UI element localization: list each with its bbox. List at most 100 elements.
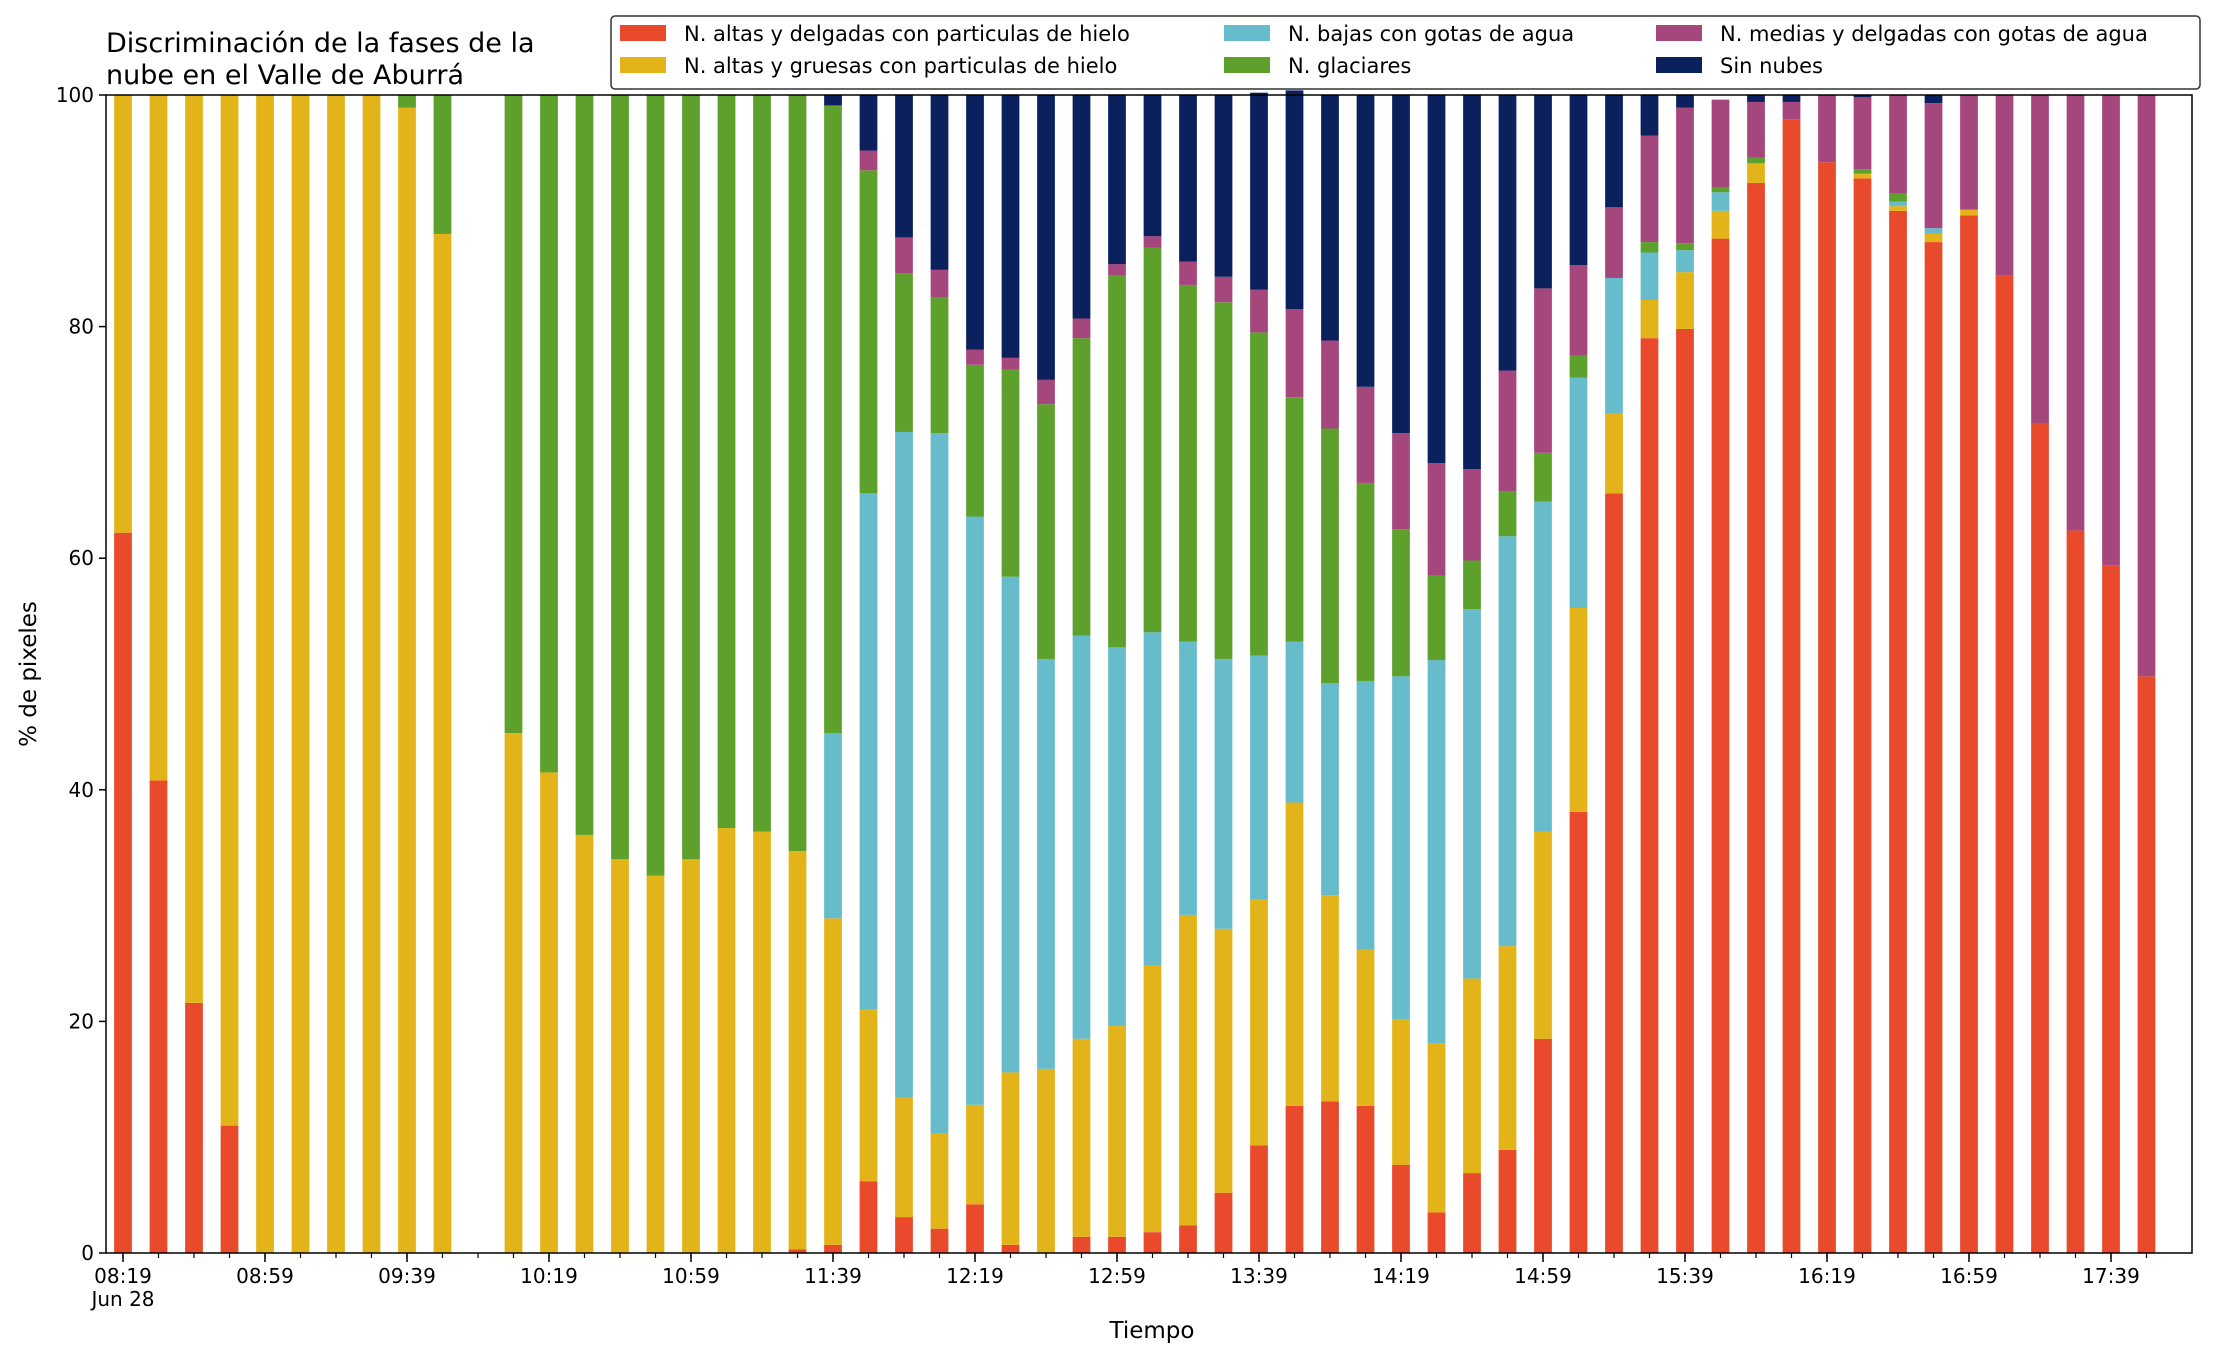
bar-segment-0-28 — [1108, 1236, 1126, 1253]
bar-segment-0-41 — [1569, 811, 1588, 1253]
bar-segment-1-39 — [1498, 946, 1517, 1150]
bar-segment-3-28 — [1108, 275, 1126, 648]
bar-segment-1-4 — [256, 95, 274, 1253]
bar-segment-4-43 — [1640, 135, 1659, 243]
bar-segment-4-32 — [1250, 289, 1268, 333]
bar-segment-4-34 — [1321, 340, 1339, 429]
y-axis-label: % de pixeles — [16, 601, 42, 747]
legend-label: Sin nubes — [1720, 54, 1823, 78]
bar-segment-5-47 — [1782, 95, 1801, 102]
bar-segment-3-39 — [1498, 491, 1517, 537]
bar-segment-4-51 — [1924, 103, 1943, 229]
legend-swatch — [620, 25, 666, 41]
bar-segment-4-23 — [930, 269, 949, 298]
x-tick-label: 14:59 — [1514, 1264, 1572, 1288]
y-tick-label: 60 — [69, 546, 94, 570]
bar-segment-5-44 — [1676, 95, 1694, 108]
bar-segment-5-42 — [1605, 95, 1623, 208]
x-tick-label: 16:19 — [1798, 1264, 1856, 1288]
bar-segment-4-37 — [1427, 463, 1446, 576]
bar-segment-2-44 — [1676, 250, 1694, 273]
bar-segment-4-45 — [1711, 99, 1730, 188]
bar-segment-3-49 — [1853, 169, 1872, 174]
x-tick-label: 14:19 — [1372, 1264, 1430, 1288]
bar-segment-5-35 — [1356, 95, 1375, 387]
bar-segment-2-42 — [1605, 277, 1623, 414]
bar-segment-1-41 — [1569, 607, 1588, 812]
bar-segment-3-30 — [1179, 284, 1197, 642]
bar-segment-5-30 — [1179, 95, 1197, 262]
bar-segment-3-8 — [398, 95, 416, 108]
bar-segment-2-21 — [859, 493, 878, 1010]
bar-segment-4-36 — [1392, 433, 1410, 530]
bar-segment-5-41 — [1569, 95, 1588, 266]
bar-segment-1-37 — [1427, 1043, 1446, 1213]
bar-segment-4-35 — [1356, 386, 1375, 483]
bar-segment-1-24 — [966, 1104, 984, 1205]
bar-segment-1-27 — [1072, 1038, 1091, 1237]
bar-segment-5-20 — [824, 95, 842, 106]
bar-segment-5-29 — [1143, 95, 1162, 237]
bar-segment-3-33 — [1285, 397, 1304, 642]
bar-segment-2-41 — [1569, 377, 1588, 608]
bar-segment-0-23 — [930, 1228, 949, 1253]
bar-segment-1-0 — [114, 95, 132, 533]
chart-title: Discriminación de la fases de la nube en … — [106, 28, 535, 91]
x-tick-label: 10:19 — [520, 1264, 578, 1288]
bar-segment-3-34 — [1321, 428, 1339, 684]
bar-segment-0-51 — [1924, 242, 1943, 1253]
bar-segment-3-11 — [504, 95, 523, 734]
x-tick-label: 12:19 — [946, 1264, 1004, 1288]
bar-segment-1-14 — [611, 859, 629, 1253]
bar-segment-3-14 — [611, 95, 629, 860]
bar-segment-1-8 — [398, 107, 416, 1254]
bar-segment-1-3 — [220, 95, 239, 1126]
bar-segment-1-35 — [1356, 949, 1375, 1106]
bar-segment-4-38 — [1463, 469, 1481, 561]
bar-segment-5-49 — [1853, 95, 1872, 98]
bar-segment-3-45 — [1711, 187, 1730, 193]
bar-segment-0-2 — [185, 1002, 203, 1253]
bar-segment-0-45 — [1711, 238, 1730, 1254]
bar-segment-1-19 — [788, 851, 807, 1250]
bar-segment-4-26 — [1037, 379, 1055, 405]
bar-segment-3-37 — [1427, 575, 1446, 661]
bar-segment-0-36 — [1392, 1164, 1410, 1253]
bar-segment-5-25 — [1001, 95, 1020, 358]
bar-segment-5-40 — [1534, 95, 1552, 289]
legend-swatch — [1224, 25, 1270, 41]
bar-segment-4-41 — [1569, 265, 1588, 356]
bar-segment-3-35 — [1356, 482, 1375, 681]
bar-segment-5-34 — [1321, 95, 1339, 341]
y-tick-label: 20 — [69, 1009, 94, 1033]
y-axis: 0 20 40 60 80 100 — [56, 83, 106, 1265]
bar-segment-0-37 — [1427, 1212, 1446, 1253]
y-tick-label: 0 — [81, 1241, 94, 1265]
legend: N. altas y delgadas con particulas de hi… — [610, 15, 2201, 90]
bar-segment-5-31 — [1214, 95, 1233, 277]
bar-segment-0-38 — [1463, 1173, 1481, 1253]
x-tick-label: 09:39 — [378, 1264, 436, 1288]
bar-segment-1-40 — [1534, 831, 1552, 1039]
bar-segment-1-50 — [1889, 206, 1907, 211]
bar-segment-1-7 — [362, 95, 381, 1253]
bar-segment-1-34 — [1321, 895, 1339, 1102]
bar-segment-1-13 — [575, 834, 594, 1253]
bar-segment-2-32 — [1250, 655, 1268, 900]
bar-segment-0-33 — [1285, 1105, 1304, 1253]
bar-segment-0-43 — [1640, 338, 1659, 1253]
bar-segment-0-21 — [859, 1181, 878, 1253]
bar-segment-4-30 — [1179, 261, 1197, 285]
bar-segment-3-25 — [1001, 369, 1020, 577]
bar-segment-0-22 — [895, 1217, 913, 1253]
bar-segment-3-29 — [1143, 247, 1162, 633]
legend-swatch — [1224, 57, 1270, 73]
bar-segment-0-47 — [1782, 119, 1801, 1254]
bar-segment-1-49 — [1853, 173, 1872, 179]
bar-segment-1-42 — [1605, 413, 1623, 494]
x-date-label: Jun 28 — [89, 1287, 154, 1311]
bar-segment-3-24 — [966, 364, 984, 517]
legend-label: N. altas y gruesas con particulas de hie… — [684, 54, 1117, 78]
